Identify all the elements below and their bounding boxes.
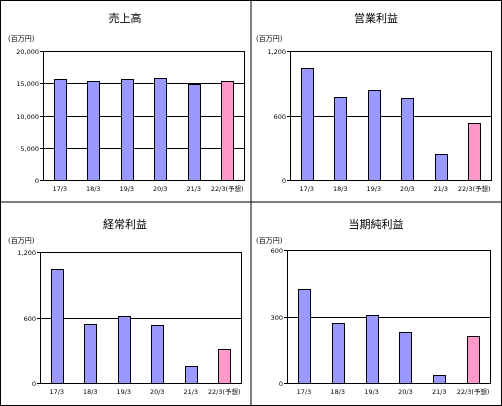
- y-tick-label: 0: [35, 177, 39, 185]
- x-category-label: 21/3: [186, 185, 201, 193]
- bar: [151, 325, 164, 384]
- unit-label: (百万円): [8, 237, 35, 245]
- chart-title: 当期純利益: [349, 217, 404, 231]
- y-tick-label: 20,000: [16, 48, 39, 56]
- unit-label: (百万円): [256, 237, 283, 245]
- bar: [366, 315, 379, 384]
- x-category-label: 18/3: [83, 388, 98, 396]
- x-category-label: 19/3: [366, 185, 381, 193]
- y-tick-label: 1,200: [267, 48, 286, 56]
- y-tick-label: 15,000: [16, 80, 39, 88]
- x-category-label: 17/3: [52, 185, 67, 193]
- y-tick-label: 600: [271, 247, 283, 255]
- x-category-label: 21/3: [432, 388, 447, 396]
- chart-title: 売上高: [109, 11, 142, 25]
- bar-forecast: [221, 81, 234, 181]
- unit-label: (百万円): [256, 35, 283, 43]
- y-tick-label: 600: [24, 315, 36, 323]
- x-category-label: 20/3: [400, 185, 415, 193]
- bar: [401, 98, 414, 181]
- chart-panel-ordinary-income: 経常利益 (百万円) 0 600 1,200 17/3 18/3 19/3 20/3 21/3…: [8, 217, 242, 396]
- x-category-label: 17/3: [299, 185, 314, 193]
- bar: [188, 84, 201, 181]
- x-category-label: 20/3: [153, 185, 168, 193]
- x-category-label: 17/3: [49, 388, 64, 396]
- y-tick-label: 5,000: [20, 145, 39, 153]
- chart-title: 営業利益: [354, 11, 398, 25]
- x-category-label: 19/3: [364, 388, 379, 396]
- x-category-label: 20/3: [398, 388, 413, 396]
- y-tick-label: 300: [271, 314, 283, 322]
- bar: [435, 154, 448, 181]
- bar-forecast: [467, 336, 480, 384]
- x-category-label: 22/3(予想): [457, 387, 490, 396]
- x-category-label: 21/3: [183, 388, 198, 396]
- bar-forecast: [218, 349, 231, 384]
- bar: [433, 375, 446, 384]
- bar: [51, 269, 64, 384]
- bar: [334, 97, 347, 181]
- bar: [301, 68, 314, 181]
- x-category-label: 21/3: [433, 185, 448, 193]
- plot-area: 0 600 1,200 17/3 18/3 19/3 20/3 21/3 22/3(予想): [17, 249, 242, 396]
- bar: [54, 79, 67, 181]
- bar: [118, 316, 131, 384]
- x-category-label: 19/3: [119, 185, 134, 193]
- y-tick-label: 0: [32, 380, 36, 388]
- bar: [87, 81, 100, 181]
- plot-area: 0 5,000 10,000 15,000 20,000 17/3 18/3 19/3 20/3…: [16, 48, 245, 193]
- chart-panel-operating-income: 営業利益 (百万円) 0 600 1,200 17/3 18/3 19/3 20/3 21/3…: [256, 11, 492, 193]
- bar: [298, 289, 311, 384]
- y-tick-label: 600: [274, 113, 286, 121]
- chart-panel-net-income: 当期純利益 (百万円) 0 300 600 17/3 18/3 19/3 20/3 21/3 2…: [256, 217, 491, 396]
- x-category-label: 19/3: [116, 388, 131, 396]
- x-category-label: 22/3(予想): [211, 184, 244, 193]
- x-category-label: 17/3: [297, 388, 312, 396]
- bar: [368, 90, 381, 181]
- x-category-label: 18/3: [333, 185, 348, 193]
- plot-area: 0 600 1,200 17/3 18/3 19/3 20/3 21/3 22/3(予想): [267, 48, 492, 193]
- bar-forecast: [468, 123, 481, 181]
- x-category-label: 20/3: [150, 388, 165, 396]
- bar: [185, 366, 198, 384]
- x-category-label: 22/3(予想): [208, 387, 241, 396]
- y-tick-label: 0: [282, 177, 286, 185]
- bar: [332, 323, 345, 384]
- y-tick-label: 10,000: [16, 113, 39, 121]
- bar: [154, 78, 167, 181]
- y-tick-label: 0: [279, 380, 283, 388]
- x-category-label: 18/3: [86, 185, 101, 193]
- chart-panel-sales: 売上高 (百万円) 0 5,000 10,000 15,000 20,000 17/3 18…: [8, 11, 245, 193]
- bar: [84, 324, 97, 384]
- x-category-label: 18/3: [330, 388, 345, 396]
- bar: [121, 79, 134, 181]
- unit-label: (百万円): [8, 35, 35, 43]
- chart-title: 経常利益: [103, 217, 147, 231]
- bar: [399, 332, 412, 384]
- plot-area: 0 300 600 17/3 18/3 19/3 20/3 21/3 22/3(予想): [271, 247, 491, 396]
- x-category-label: 22/3(予想): [458, 184, 491, 193]
- y-tick-label: 1,200: [17, 249, 36, 257]
